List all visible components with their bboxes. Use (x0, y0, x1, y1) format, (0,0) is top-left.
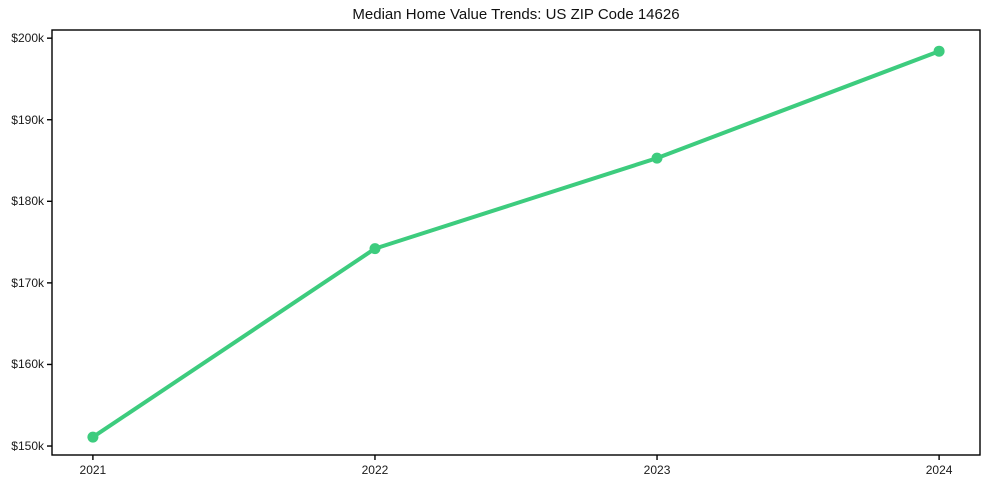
x-tick-label: 2022 (361, 463, 389, 477)
y-tick-label: $160k (11, 357, 44, 372)
y-tick-label: $170k (11, 275, 44, 290)
data-point-marker (87, 431, 99, 443)
x-tick-label: 2024 (925, 463, 953, 477)
median-home-value-line (90, 49, 942, 440)
chart-title: Median Home Value Trends: US ZIP Code 14… (352, 6, 680, 23)
data-point-marker (933, 45, 945, 57)
data-point-marker (651, 152, 663, 164)
x-tick-label: 2023 (643, 463, 671, 477)
y-tick-label: $200k (11, 31, 44, 46)
axes-spines (51, 29, 981, 456)
y-tick-label: $190k (11, 112, 44, 127)
y-tick-label: $150k (11, 439, 44, 454)
data-point-marker (369, 243, 381, 255)
y-tick-label: $180k (11, 194, 44, 209)
x-tick-label: 2021 (79, 463, 107, 477)
